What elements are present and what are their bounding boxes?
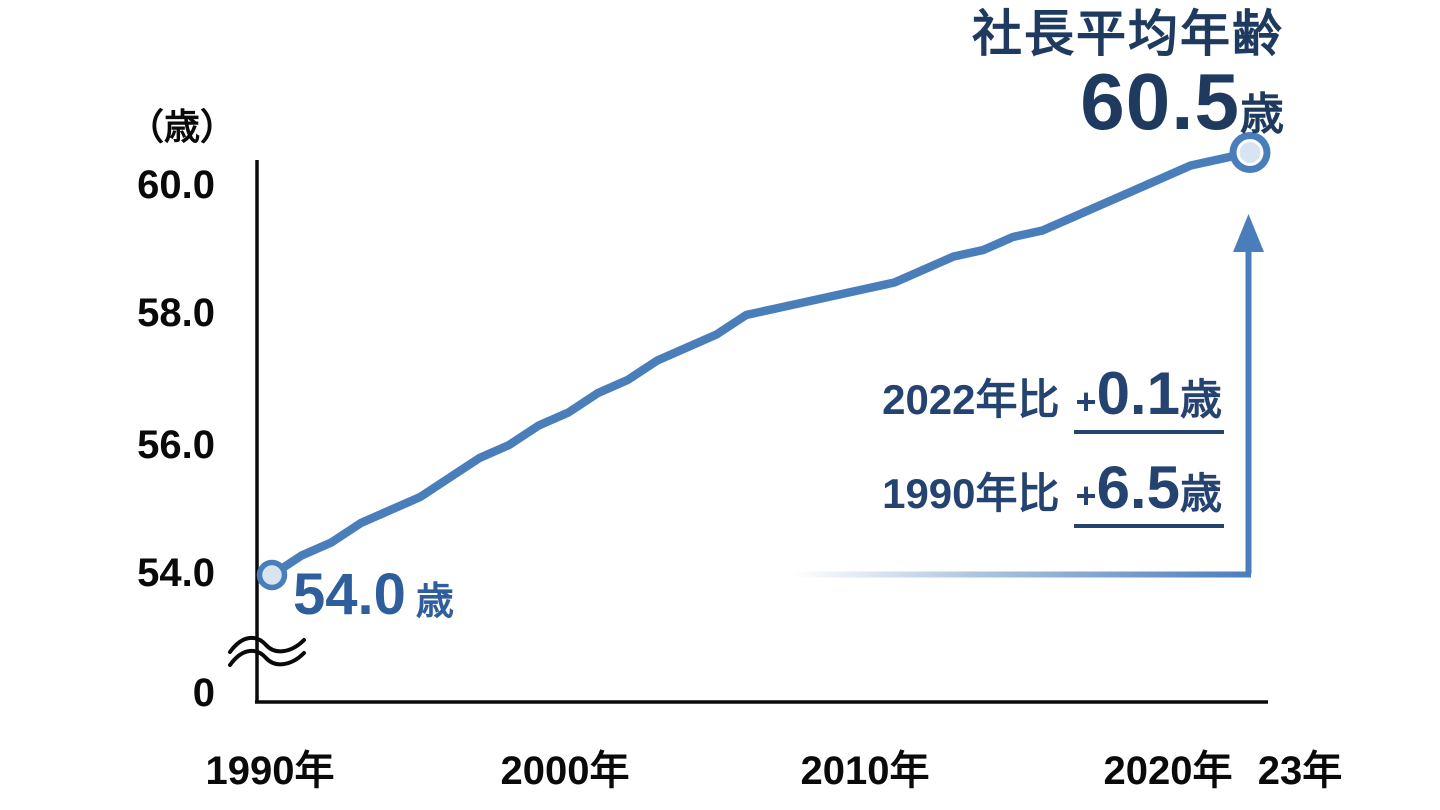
callout-base-line — [793, 571, 1251, 578]
x-tick-2020: 2020年 — [1103, 749, 1233, 793]
start-point-marker — [256, 559, 288, 591]
headline-unit: 歳 — [1240, 90, 1284, 139]
chart-title: 社長平均年齢 — [972, 6, 1284, 62]
annotation-unit: 歳 — [1179, 376, 1222, 423]
plus-sign: + — [1075, 475, 1097, 516]
annotation-delta: + 6.5 歳 — [1073, 454, 1224, 528]
start-point-label: 54.0 歳 — [293, 566, 454, 624]
annotation-label: 1990年比 — [882, 470, 1060, 517]
annotation-vs-1990: 1990年比 + 6.5 歳 — [882, 458, 1224, 528]
x-tick-2000: 2000年 — [500, 749, 630, 793]
y-tick-60: 60.0 — [137, 163, 215, 207]
plus-sign: + — [1075, 381, 1097, 422]
y-tick-56: 56.0 — [137, 423, 215, 467]
x-tick-1990: 1990年 — [205, 749, 335, 793]
start-unit: 歳 — [415, 581, 454, 623]
annotation-delta: + 0.1 歳 — [1073, 360, 1224, 434]
axis-break-icon — [228, 636, 306, 667]
annotation-value: 0.1 — [1096, 360, 1180, 427]
headline-value: 60.5 — [1080, 57, 1240, 146]
annotation-unit: 歳 — [1179, 470, 1222, 517]
annotation-label: 2022年比 — [882, 376, 1060, 423]
y-tick-zero: 0 — [192, 671, 215, 715]
chart-headline: 社長平均年齢 60.5 歳 — [972, 6, 1284, 142]
x-tick-2010: 2010年 — [800, 749, 930, 793]
annotation-vs-2022: 2022年比 + 0.1 歳 — [882, 364, 1224, 434]
x-tick-2023: 23年 — [1257, 749, 1343, 793]
y-axis-unit-label: （歳） — [128, 106, 237, 147]
data-line — [267, 148, 1255, 580]
up-arrow-head — [1233, 214, 1264, 252]
end-point-marker — [1229, 132, 1271, 173]
start-value: 54.0 — [293, 562, 406, 627]
annotation-value: 6.5 — [1096, 454, 1180, 521]
y-tick-54: 54.0 — [137, 551, 215, 595]
headline-value-row: 60.5 歳 — [1080, 62, 1284, 142]
y-tick-58: 58.0 — [137, 291, 215, 335]
